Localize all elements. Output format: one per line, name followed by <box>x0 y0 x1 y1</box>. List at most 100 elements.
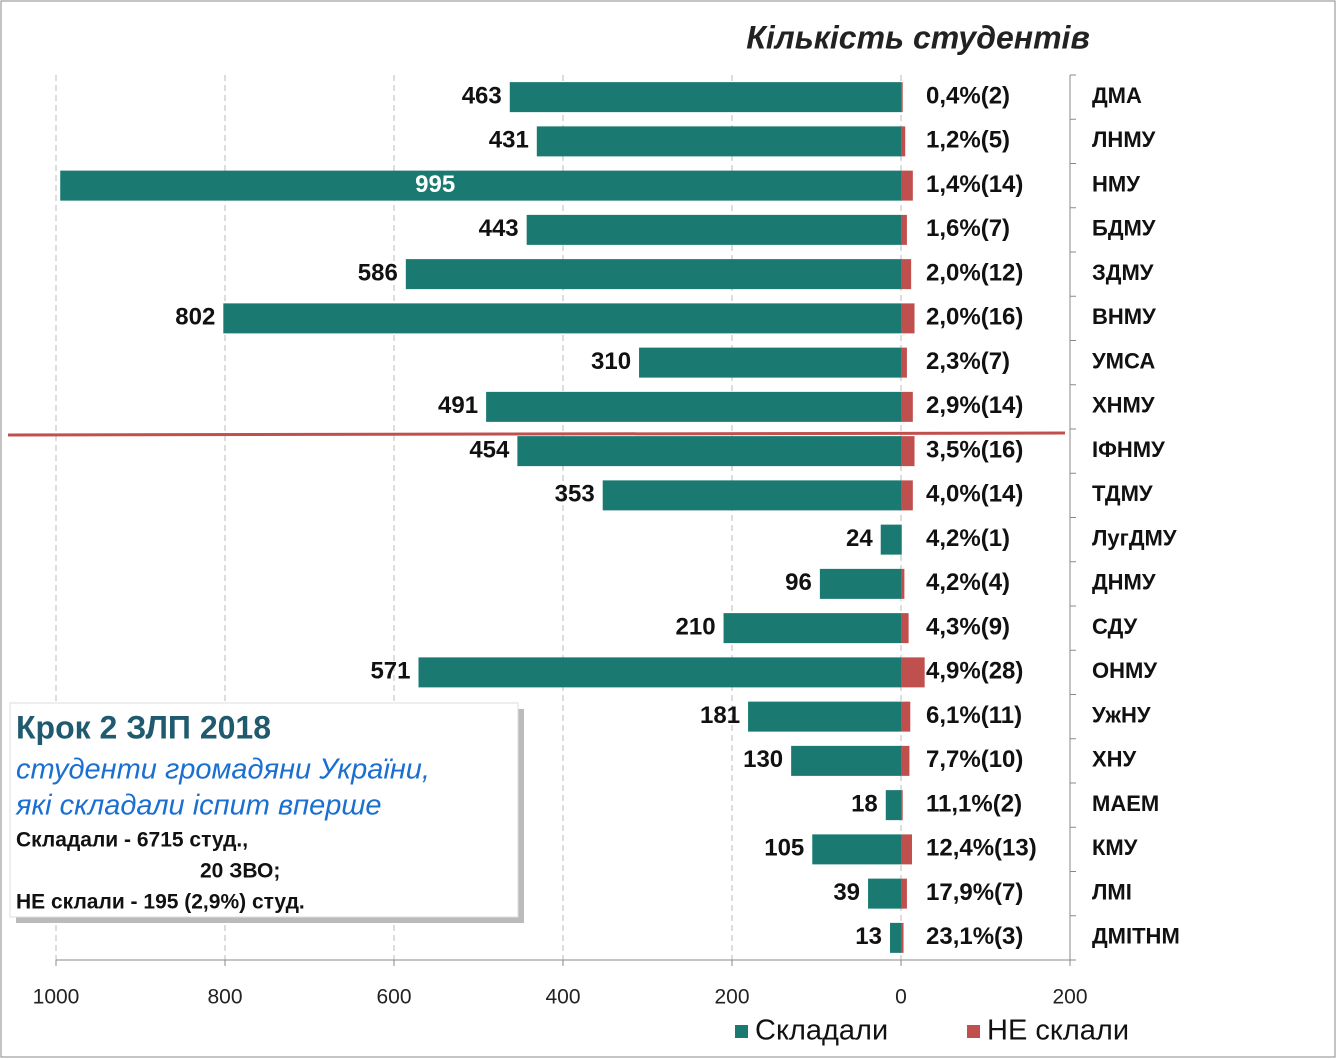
value-label: 39 <box>833 879 860 906</box>
bar <box>602 480 901 511</box>
category-label: ЗДМУ <box>1092 260 1154 285</box>
bar <box>526 214 901 245</box>
value-label: 0,4%(2) <box>926 82 1010 109</box>
category-label: ДМІТНМ <box>1092 924 1180 949</box>
value-label: 4,2%(1) <box>926 525 1010 552</box>
value-label: 491 <box>438 392 478 419</box>
category-label: ЛугДМУ <box>1092 525 1177 550</box>
value-label: 130 <box>743 746 783 773</box>
value-label: 586 <box>358 259 398 286</box>
x-tick-label: 800 <box>207 986 242 1009</box>
value-label: 210 <box>676 613 716 640</box>
bar <box>60 170 902 201</box>
bar <box>901 568 905 599</box>
category-label: ЛНМУ <box>1092 127 1156 152</box>
annotation-note: НЕ склали - 195 (2,9%) студ. <box>16 891 305 914</box>
bar <box>885 790 901 821</box>
category-label: ХНУ <box>1092 747 1137 772</box>
category-label: ТДМУ <box>1092 481 1153 506</box>
separator-line <box>7 431 1066 437</box>
x-tick-label: 1000 <box>33 986 80 1009</box>
value-label: 6,1%(11) <box>926 702 1022 729</box>
bar <box>868 878 901 909</box>
bar <box>901 834 912 865</box>
legend-swatch <box>735 1025 748 1038</box>
bar <box>486 391 901 422</box>
annotation-subtitle: студенти громадяни України, <box>16 754 430 786</box>
value-label: 995 <box>415 171 455 198</box>
bar <box>901 82 903 113</box>
bar <box>723 613 901 644</box>
category-label: УМСА <box>1092 348 1155 373</box>
bar <box>223 303 901 334</box>
bar <box>639 347 901 378</box>
value-label: 353 <box>555 481 595 508</box>
value-label: 802 <box>175 304 215 331</box>
value-label: 96 <box>785 569 812 596</box>
value-label: 1,2%(5) <box>926 127 1010 154</box>
value-label: 4,0%(14) <box>926 481 1023 508</box>
bar <box>748 701 901 732</box>
value-label: 4,2%(4) <box>926 569 1010 596</box>
value-label: 2,0%(12) <box>926 259 1023 286</box>
category-label: НМУ <box>1092 171 1140 196</box>
category-label: ІФНМУ <box>1092 437 1165 462</box>
bar <box>509 82 901 113</box>
x-tick-label: 200 <box>714 986 749 1009</box>
value-label: 2,0%(16) <box>926 304 1023 331</box>
value-label: 24 <box>846 525 873 552</box>
bar <box>791 745 901 776</box>
value-label: 3,5%(16) <box>926 436 1023 463</box>
value-label: 4,3%(9) <box>926 613 1010 640</box>
category-label: ОНМУ <box>1092 658 1157 683</box>
category-label: БДМУ <box>1092 216 1156 241</box>
value-label: 7,7%(10) <box>926 746 1023 773</box>
bar <box>901 790 903 821</box>
bar <box>819 568 901 599</box>
value-label: 571 <box>370 658 410 685</box>
category-label: ХНМУ <box>1092 393 1155 418</box>
category-label: ВНМУ <box>1092 304 1156 329</box>
annotation-subtitle: які складали іспит вперше <box>15 790 382 822</box>
value-label: 463 <box>462 82 502 109</box>
bar <box>901 613 909 644</box>
bar <box>890 922 901 953</box>
bar <box>901 347 907 378</box>
bar <box>901 170 913 201</box>
category-label: СДУ <box>1092 614 1138 639</box>
value-label: 18 <box>851 790 878 817</box>
value-label: 4,9%(28) <box>926 658 1023 685</box>
bar <box>901 657 925 688</box>
bar <box>901 214 907 245</box>
category-label: ДНМУ <box>1092 570 1156 595</box>
chart-title: Кількість студентів <box>746 19 1090 55</box>
value-label: 310 <box>591 348 631 375</box>
category-label: МАЕМ <box>1092 791 1159 816</box>
legend-swatch <box>967 1025 980 1038</box>
bar <box>901 524 902 555</box>
value-label: 11,1%(2) <box>926 790 1022 817</box>
value-label: 17,9%(7) <box>926 879 1023 906</box>
annotation-title: Крок 2 ЗЛП 2018 <box>16 709 271 745</box>
value-label: 431 <box>489 127 529 154</box>
value-label: 181 <box>700 702 740 729</box>
legend-label: Складали <box>755 1015 888 1047</box>
bar <box>901 701 911 732</box>
bar <box>901 126 906 157</box>
x-tick-label: 0 <box>895 986 907 1009</box>
bar <box>901 303 915 334</box>
category-label: ДМА <box>1092 83 1142 108</box>
value-label: 1,6%(7) <box>926 215 1010 242</box>
bar <box>901 745 910 776</box>
value-label: 105 <box>764 835 804 862</box>
value-label: 2,3%(7) <box>926 348 1010 375</box>
bar <box>880 524 901 555</box>
bar <box>405 259 901 290</box>
value-label: 443 <box>479 215 519 242</box>
value-label: 2,9%(14) <box>926 392 1023 419</box>
value-label: 1,4%(14) <box>926 171 1023 198</box>
bar <box>812 834 901 865</box>
value-label: 23,1%(3) <box>926 923 1023 950</box>
bar <box>901 878 907 909</box>
